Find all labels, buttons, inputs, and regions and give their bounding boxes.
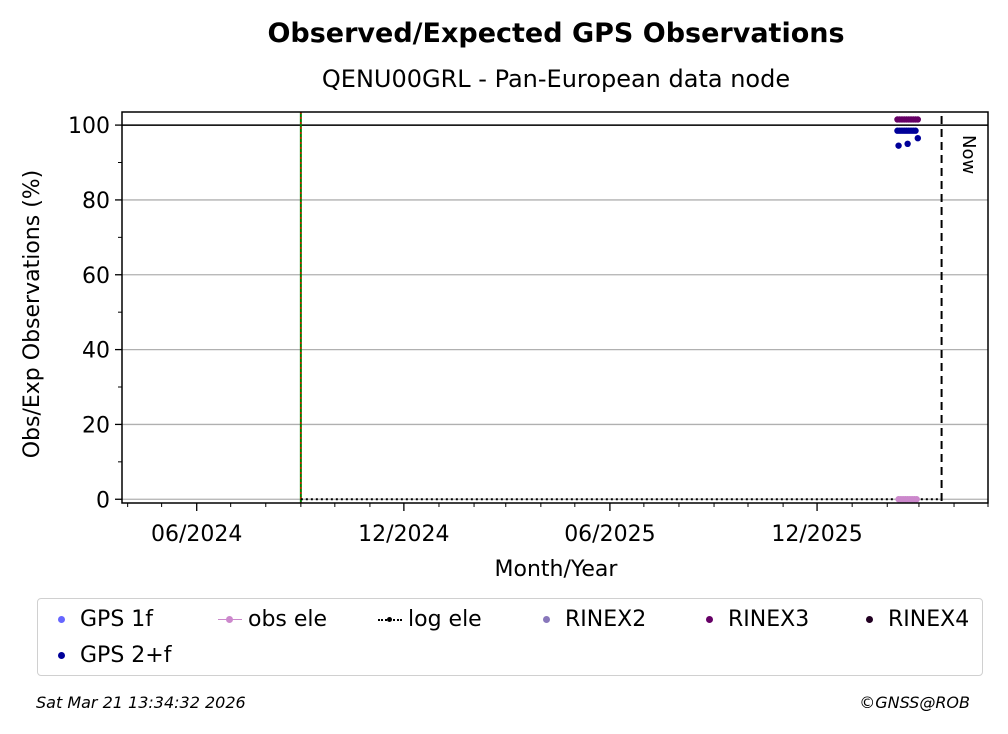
y-axis-label: Obs/Exp Observations (%) — [20, 170, 45, 459]
legend-marker-rinex4 — [858, 613, 882, 627]
legend-item-rinex2: RINEX2 — [535, 607, 646, 632]
legend-label: log ele — [408, 607, 482, 632]
plot-marks — [122, 112, 988, 503]
legend-marker-rinex2 — [535, 613, 559, 627]
legend-label: RINEX4 — [888, 607, 970, 632]
point-rinex3 — [914, 116, 922, 123]
chart-canvas: Observed/Expected GPS Observations QENU0… — [20, 18, 989, 582]
x-axis-ticks: 06/2024 12/2024 06/2025 12/2025 — [127, 503, 989, 547]
y-tick-label: 20 — [82, 413, 110, 438]
point-obs-ele — [913, 496, 920, 503]
y-tick-label: 40 — [82, 339, 110, 364]
point-gps-2-f — [904, 140, 911, 148]
y-tick-label: 0 — [96, 488, 110, 513]
legend-item-rinex4: RINEX4 — [858, 607, 969, 632]
y-tick-label: 100 — [68, 114, 110, 139]
legend-item-rinex3: RINEX3 — [698, 607, 809, 632]
legend-label: RINEX2 — [565, 607, 647, 632]
x-tick-label: 06/2024 — [151, 522, 242, 547]
y-tick-label: 80 — [82, 189, 110, 214]
point-gps-2-f — [914, 134, 922, 142]
legend-item-log-ele: log ele — [378, 607, 482, 632]
x-tick-label: 12/2024 — [358, 522, 449, 547]
legend-marker-log-ele — [378, 613, 402, 627]
y-axis-ticks: 0 20 40 60 80 100 — [68, 114, 122, 513]
x-tick-label: 12/2025 — [771, 522, 862, 547]
legend: GPS 1f obs ele log ele RINEX2 RINEX3 RIN… — [37, 598, 983, 676]
x-tick-label: 06/2025 — [564, 522, 655, 547]
legend-marker-gps-2f — [50, 649, 74, 663]
legend-item-obs-ele: obs ele — [218, 607, 327, 632]
copyright: ©GNSS@ROB — [859, 693, 970, 712]
legend-item-gps-1f: GPS 1f — [50, 607, 153, 632]
x-axis-label: Month/Year — [495, 557, 619, 582]
chart-title: Observed/Expected GPS Observations — [267, 18, 844, 49]
legend-marker-obs-ele — [218, 613, 242, 627]
legend-label: RINEX3 — [728, 607, 810, 632]
legend-marker-rinex3 — [698, 613, 722, 627]
y-tick-label: 60 — [82, 264, 110, 289]
legend-label: GPS 2+f — [80, 643, 172, 668]
point-gps-2-f — [912, 127, 919, 134]
chart-subtitle: QENU00GRL - Pan-European data node — [322, 65, 790, 93]
now-label: Now — [958, 135, 979, 174]
point-gps-2-f — [895, 142, 902, 149]
legend-item-gps-2f: GPS 2+f — [50, 643, 171, 668]
legend-marker-gps-1f — [50, 613, 74, 627]
timestamp: Sat Mar 21 13:34:32 2026 — [36, 693, 246, 712]
legend-label: obs ele — [248, 607, 328, 632]
plot-frame — [121, 111, 989, 504]
legend-label: GPS 1f — [80, 607, 154, 632]
grid-lines — [122, 124, 988, 500]
